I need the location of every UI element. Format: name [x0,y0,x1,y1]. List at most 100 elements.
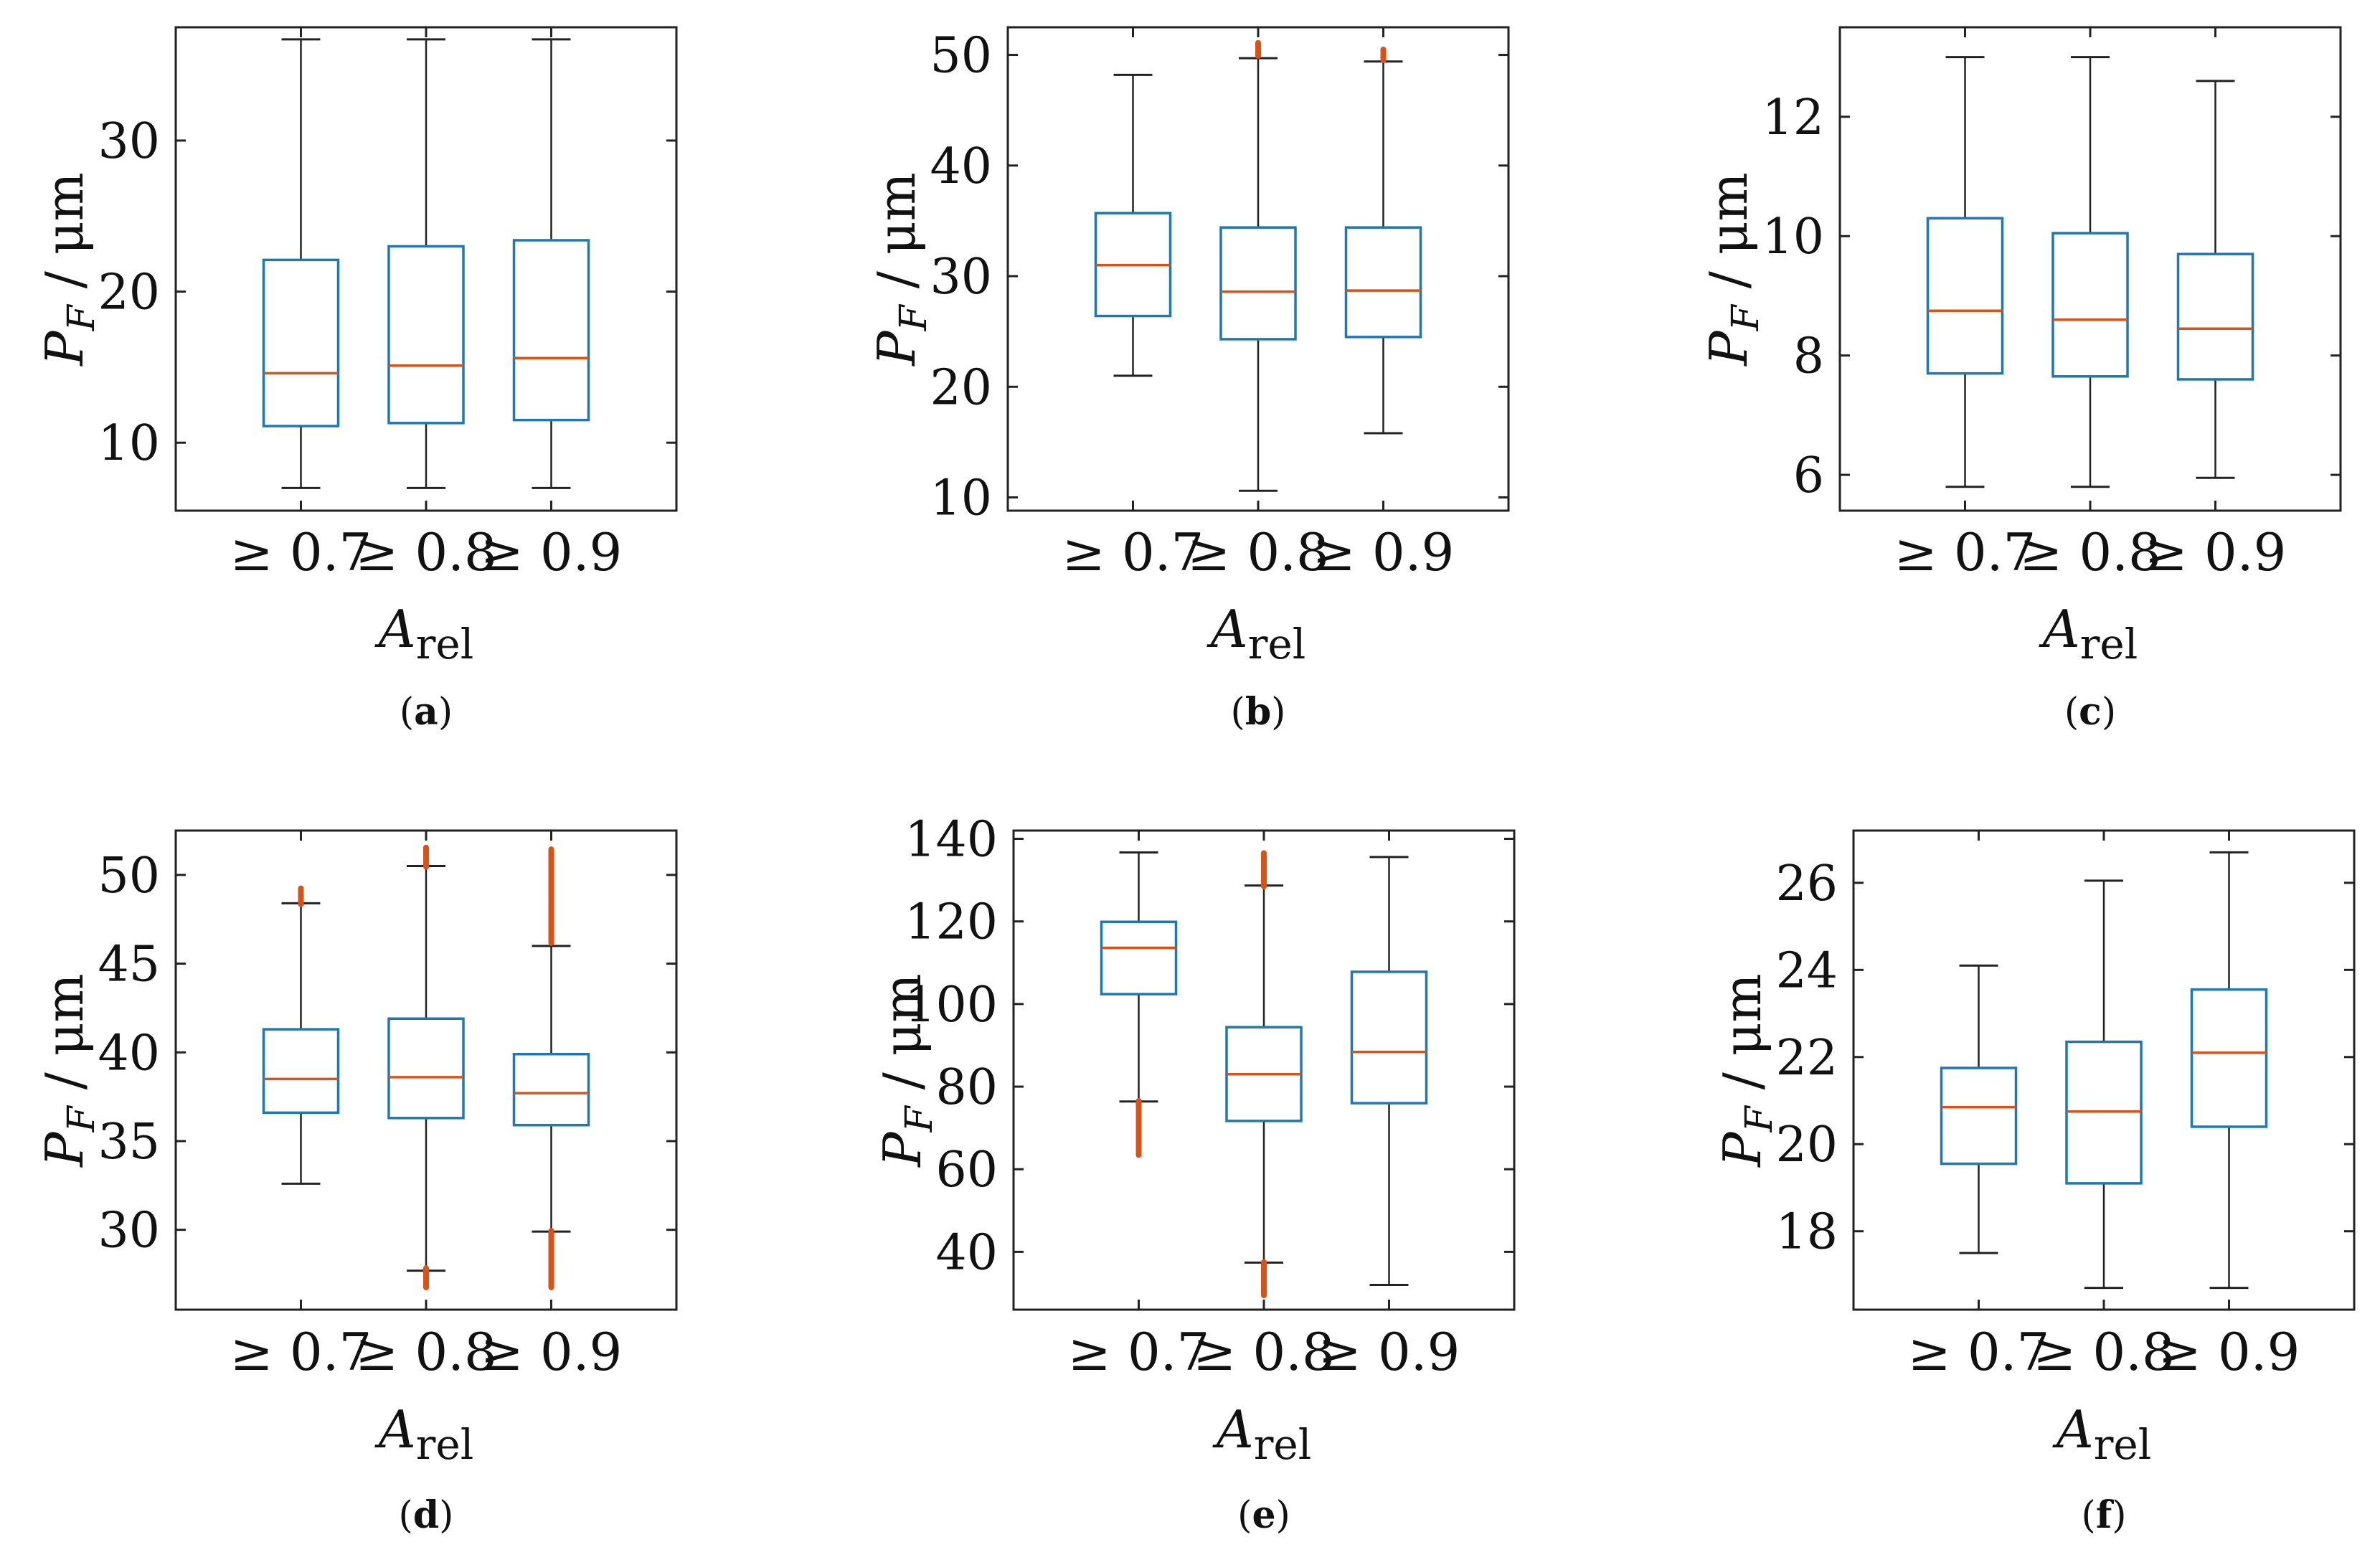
category-label: ≥ 0.8 [2019,522,2161,582]
iqr-box [512,1052,590,1127]
y-tick-label: 40 [935,1224,998,1281]
box-2 [2065,879,2143,1290]
y-tick-label: 24 [1775,942,1838,999]
category-label: ≥ 0.8 [1187,522,1329,582]
y-tick-label: 60 [935,1142,998,1198]
box-3 [1344,47,1422,435]
category-label: ≥ 0.8 [2033,1322,2175,1382]
box-1 [262,38,340,489]
iqr-box [262,258,340,427]
y-axis-label: PF / μm [34,172,103,367]
y-tick-label: 20 [1775,1117,1838,1173]
y-tick-label: 6 [1793,448,1824,504]
y-axis-label: PF / μm [34,973,103,1168]
chart-panel-c: 6 8 10 12 ≥ 0.7≥ 0.8≥ 0.9 PF / μm Arel (c) [1699,26,2342,734]
category-label: ≥ 0.8 [1193,1322,1335,1382]
y-tick-label: 30 [98,113,160,170]
category-label: ≥ 0.7 [1908,1322,2050,1382]
iqr-box [1344,226,1422,339]
y-tick-label: 35 [98,1114,160,1171]
x-axis-label: Arel [1212,1399,1312,1469]
chart-panel-b: 10 20 30 40 50 ≥ 0.7≥ 0.8≥ 0.9 PF / μm Arel (b) [866,26,1510,734]
category-label: ≥ 0.7 [230,1322,372,1382]
category-label: ≥ 0.9 [2158,1322,2300,1382]
x-axis-label: Arel [374,1399,474,1469]
box-3 [512,846,590,1290]
iqr-box [2190,988,2268,1128]
chart-panel-a: 10 20 30 ≥ 0.7≥ 0.8≥ 0.9 PF / μm Arel (a) [34,26,678,734]
y-tick-label: 8 [1793,328,1824,385]
x-axis-label: Arel [2052,1399,2152,1469]
iqr-box [512,239,590,422]
category-label: ≥ 0.7 [1894,522,2036,582]
box-3 [2176,80,2254,479]
panel-label: (a) [400,690,453,734]
category-label: ≥ 0.9 [481,1322,623,1382]
y-tick-label: 26 [1775,856,1838,912]
iqr-box [387,245,465,425]
box-3 [2190,851,2268,1290]
y-tick-label: 50 [98,848,160,904]
iqr-box [1926,217,2004,375]
y-tick-label: 30 [98,1203,160,1259]
category-label: ≥ 0.9 [1313,522,1455,582]
y-tick-label: 30 [930,249,992,306]
box-2 [1225,850,1303,1299]
y-tick-label: 10 [1762,209,1824,265]
category-label: ≥ 0.7 [1068,1322,1210,1382]
box-3 [512,38,590,489]
iqr-box [387,1017,465,1120]
box-2 [1219,39,1297,492]
category-label: ≥ 0.8 [355,522,497,582]
x-axis-label: Arel [1206,599,1306,668]
chart-panel-e: 40 60 80 100 120 140 ≥ 0.7≥ 0.8≥ 0.9 PF / μm Are… [872,812,1516,1537]
y-tick-label: 120 [905,894,998,951]
y-tick-label: 100 [905,977,998,1034]
category-label: ≥ 0.9 [481,522,623,582]
iqr-box [1100,920,1178,996]
y-axis-label: PF / μm [866,172,935,367]
category-label: ≥ 0.8 [355,1322,497,1382]
chart-panel-d: 30 35 40 45 50 ≥ 0.7≥ 0.8≥ 0.9 PF / μm Arel (d) [34,829,678,1537]
box-3 [1350,856,1428,1286]
y-axis-label: PF / μm [1699,172,1767,367]
x-axis-label: Arel [2039,599,2138,668]
category-label: ≥ 0.9 [2145,522,2287,582]
y-tick-label: 45 [98,937,160,993]
panel-label: (f) [2082,1493,2127,1537]
category-label: ≥ 0.9 [1318,1322,1460,1382]
category-label: ≥ 0.7 [1062,522,1204,582]
panel-label: (c) [2064,690,2116,734]
y-tick-label: 12 [1762,90,1824,146]
box-2 [2051,56,2129,488]
y-tick-label: 140 [905,812,998,869]
y-tick-label: 40 [98,1025,160,1082]
box-1 [262,885,340,1185]
y-tick-label: 50 [930,28,992,85]
category-label: ≥ 0.7 [230,522,372,582]
y-tick-label: 40 [930,138,992,195]
y-tick-label: 20 [98,265,160,321]
panel-label: (e) [1237,1493,1290,1537]
box-2 [387,38,465,489]
panel-label: (b) [1231,690,1286,734]
box-1 [1926,56,2004,488]
y-tick-label: 18 [1775,1204,1838,1261]
iqr-box [2051,232,2129,378]
chart-panel-f: 18 20 22 24 26 ≥ 0.7≥ 0.8≥ 0.9 PF / μm Arel (f) [1712,829,2356,1537]
iqr-box [1350,970,1428,1105]
y-axis-label: PF / μm [1712,973,1781,1168]
box-1 [1940,964,2018,1254]
y-tick-label: 20 [930,359,992,416]
y-tick-label: 80 [935,1059,998,1116]
box-1 [1094,73,1172,377]
y-tick-label: 22 [1775,1030,1838,1087]
y-axis-label: PF / μm [872,973,941,1168]
panel-label: (d) [399,1493,454,1537]
iqr-box [2176,252,2254,381]
iqr-box [1219,226,1297,341]
iqr-box [1940,1067,2018,1166]
y-tick-label: 10 [930,470,992,526]
box-2 [387,844,465,1290]
